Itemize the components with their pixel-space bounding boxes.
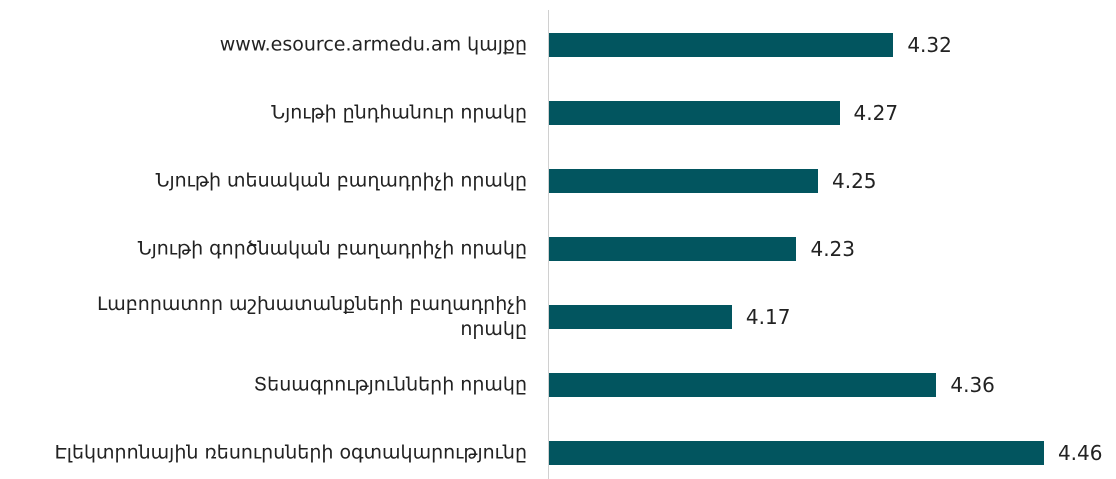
value-label: 4.46	[1057, 441, 1103, 465]
bar	[549, 237, 797, 261]
category-label: Լաբորատոր աշխատանքների բաղադրիչի որակը	[97, 293, 527, 340]
value-label: 4.36	[950, 373, 995, 397]
bar	[549, 305, 732, 329]
category-label: Նյութի տեսական բաղադրիչի որակը	[155, 169, 527, 192]
category-label: Տեսագրությունների որակը	[253, 373, 527, 396]
category-label: www.esource.armedu.am կայքը	[219, 33, 527, 56]
bar	[549, 169, 818, 193]
bar	[549, 101, 840, 125]
value-label: 4.23	[810, 237, 855, 261]
bar	[549, 33, 894, 57]
value-label: 4.32	[907, 33, 952, 57]
bar	[549, 373, 937, 397]
value-label: 4.25	[832, 169, 877, 193]
bar	[549, 441, 1044, 465]
category-label: Նյութի ընդհանուր որակը	[271, 101, 527, 124]
value-label: 4.17	[745, 305, 791, 329]
value-label: 4.27	[853, 101, 899, 125]
category-label: Նյութի գործնական բաղադրիչի որակը	[137, 237, 527, 260]
category-label: Էլեկտրոնային ռեսուրսների օգտակարությունը	[54, 441, 527, 464]
axis-line	[548, 10, 549, 479]
